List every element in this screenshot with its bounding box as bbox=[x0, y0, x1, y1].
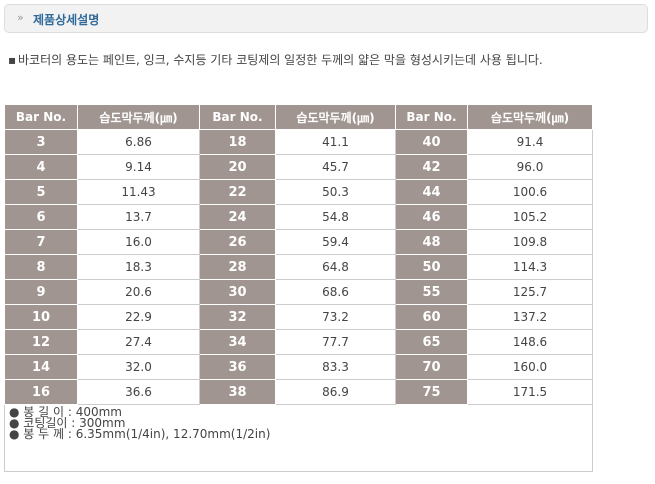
header-cell: 습도막두께(㎛) bbox=[275, 104, 396, 130]
table-row: 9 20.6 30 68.6 55 125.7 bbox=[4, 279, 593, 305]
note: 봉 두 께 : 6.35mm(1/4in), 12.70mm(1/2in) bbox=[9, 428, 588, 440]
bar-cell: 12 bbox=[4, 329, 78, 355]
bar-cell: 18 bbox=[199, 129, 276, 155]
bar-cell: 50 bbox=[395, 254, 468, 280]
value-cell: 22.9 bbox=[77, 304, 200, 330]
value-cell: 160.0 bbox=[467, 354, 593, 380]
table-row: 10 22.9 32 73.2 60 137.2 bbox=[4, 304, 593, 330]
bar-cell: 9 bbox=[4, 279, 78, 305]
header-cell: 습도막두께(㎛) bbox=[77, 104, 200, 130]
bar-cell: 5 bbox=[4, 179, 78, 205]
note: 봉 길 이 : 400mm bbox=[9, 406, 588, 418]
value-cell: 109.8 bbox=[467, 229, 593, 255]
bar-cell: 8 bbox=[4, 254, 78, 280]
header-cell: 습도막두께(㎛) bbox=[467, 104, 593, 130]
value-cell: 54.8 bbox=[275, 204, 396, 230]
value-cell: 41.1 bbox=[275, 129, 396, 155]
value-cell: 64.8 bbox=[275, 254, 396, 280]
bar-cell: 55 bbox=[395, 279, 468, 305]
bar-cell: 65 bbox=[395, 329, 468, 355]
bar-cell: 6 bbox=[4, 204, 78, 230]
value-cell: 45.7 bbox=[275, 154, 396, 180]
header-cell: Bar No. bbox=[199, 104, 276, 130]
bar-cell: 22 bbox=[199, 179, 276, 205]
bar-cell: 16 bbox=[4, 379, 78, 405]
section-title: 제품상세설명 bbox=[33, 13, 100, 27]
value-cell: 68.6 bbox=[275, 279, 396, 305]
bar-cell: 4 bbox=[4, 154, 78, 180]
description: 바코터의 용도는 페인트, 잉크, 수지등 기타 코팅제의 일정한 두께의 얇은… bbox=[8, 52, 563, 68]
header-cell: Bar No. bbox=[395, 104, 468, 130]
value-cell: 148.6 bbox=[467, 329, 593, 355]
value-cell: 73.2 bbox=[275, 304, 396, 330]
bar-cell: 24 bbox=[199, 204, 276, 230]
spec-table: Bar No. 습도막두께(㎛) Bar No. 습도막두께(㎛) Bar No. 습도막… bbox=[4, 104, 593, 472]
value-cell: 125.7 bbox=[467, 279, 593, 305]
value-cell: 77.7 bbox=[275, 329, 396, 355]
value-cell: 13.7 bbox=[77, 204, 200, 230]
value-cell: 83.3 bbox=[275, 354, 396, 380]
bar-cell: 48 bbox=[395, 229, 468, 255]
value-cell: 59.4 bbox=[275, 229, 396, 255]
section-header: » 제품상세설명 bbox=[4, 4, 648, 33]
notes-row: 봉 길 이 : 400mm코팅길이 : 300mm봉 두 께 : 6.35mm(… bbox=[4, 404, 593, 472]
bar-cell: 30 bbox=[199, 279, 276, 305]
bar-cell: 34 bbox=[199, 329, 276, 355]
note: 코팅길이 : 300mm bbox=[9, 417, 588, 429]
value-cell: 86.9 bbox=[275, 379, 396, 405]
value-cell: 6.86 bbox=[77, 129, 200, 155]
table-row: 3 6.86 18 41.1 40 91.4 bbox=[4, 129, 593, 155]
value-cell: 50.3 bbox=[275, 179, 396, 205]
bar-cell: 28 bbox=[199, 254, 276, 280]
value-cell: 114.3 bbox=[467, 254, 593, 280]
table-row: 7 16.0 26 59.4 48 109.8 bbox=[4, 229, 593, 255]
value-cell: 96.0 bbox=[467, 154, 593, 180]
table-row: 6 13.7 24 54.8 46 105.2 bbox=[4, 204, 593, 230]
value-cell: 105.2 bbox=[467, 204, 593, 230]
value-cell: 20.6 bbox=[77, 279, 200, 305]
value-cell: 137.2 bbox=[467, 304, 593, 330]
table-row: 4 9.14 20 45.7 42 96.0 bbox=[4, 154, 593, 180]
value-cell: 9.14 bbox=[77, 154, 200, 180]
value-cell: 100.6 bbox=[467, 179, 593, 205]
bar-cell: 7 bbox=[4, 229, 78, 255]
notes-cell: 봉 길 이 : 400mm코팅길이 : 300mm봉 두 께 : 6.35mm(… bbox=[4, 404, 593, 472]
bar-cell: 3 bbox=[4, 129, 78, 155]
bar-cell: 26 bbox=[199, 229, 276, 255]
table-row: 16 36.6 38 86.9 75 171.5 bbox=[4, 379, 593, 405]
arrow-icon: » bbox=[17, 11, 24, 24]
bar-cell: 46 bbox=[395, 204, 468, 230]
bar-cell: 60 bbox=[395, 304, 468, 330]
value-cell: 27.4 bbox=[77, 329, 200, 355]
value-cell: 16.0 bbox=[77, 229, 200, 255]
bar-cell: 40 bbox=[395, 129, 468, 155]
bar-cell: 70 bbox=[395, 354, 468, 380]
bar-cell: 14 bbox=[4, 354, 78, 380]
bar-cell: 42 bbox=[395, 154, 468, 180]
bar-cell: 38 bbox=[199, 379, 276, 405]
value-cell: 171.5 bbox=[467, 379, 593, 405]
value-cell: 36.6 bbox=[77, 379, 200, 405]
value-cell: 11.43 bbox=[77, 179, 200, 205]
value-cell: 18.3 bbox=[77, 254, 200, 280]
value-cell: 91.4 bbox=[467, 129, 593, 155]
bar-cell: 20 bbox=[199, 154, 276, 180]
bar-cell: 10 bbox=[4, 304, 78, 330]
header-cell: Bar No. bbox=[4, 104, 78, 130]
bar-cell: 32 bbox=[199, 304, 276, 330]
table-row: 14 32.0 36 83.3 70 160.0 bbox=[4, 354, 593, 380]
bar-cell: 75 bbox=[395, 379, 468, 405]
header-row: Bar No. 습도막두께(㎛) Bar No. 습도막두께(㎛) Bar No. 습도막… bbox=[4, 104, 593, 130]
bar-cell: 44 bbox=[395, 179, 468, 205]
table-row: 5 11.43 22 50.3 44 100.6 bbox=[4, 179, 593, 205]
table-row: 12 27.4 34 77.7 65 148.6 bbox=[4, 329, 593, 355]
value-cell: 32.0 bbox=[77, 354, 200, 380]
table-row: 8 18.3 28 64.8 50 114.3 bbox=[4, 254, 593, 280]
bar-cell: 36 bbox=[199, 354, 276, 380]
